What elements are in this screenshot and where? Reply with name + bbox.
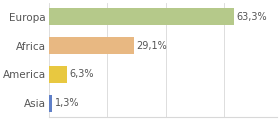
Text: 63,3%: 63,3% <box>237 12 267 22</box>
Text: 1,3%: 1,3% <box>55 98 79 108</box>
Bar <box>49 8 234 25</box>
Text: 6,3%: 6,3% <box>69 69 94 79</box>
Bar <box>49 37 134 54</box>
Bar <box>49 66 67 83</box>
Bar <box>49 95 52 112</box>
Text: 29,1%: 29,1% <box>136 41 167 51</box>
